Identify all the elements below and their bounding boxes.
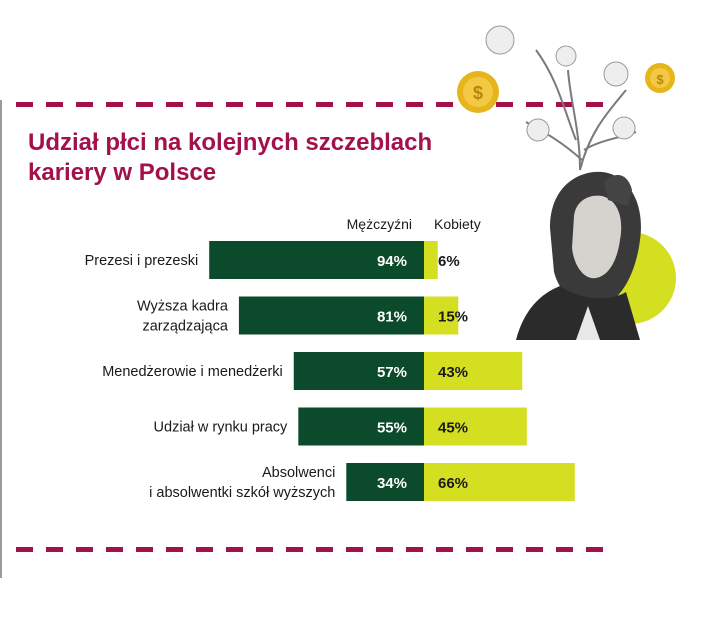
bar-men (298, 407, 424, 446)
bar-women (424, 296, 459, 335)
bar-women (424, 352, 523, 390)
category-label: Prezesi i prezeski (85, 253, 199, 269)
data-label-women: 6% (438, 253, 460, 270)
bar-men (238, 296, 424, 335)
data-label-women: 66% (438, 475, 468, 492)
data-label-men: 34% (377, 475, 407, 492)
chart-title: Udział płci na kolejnych szczeblach kari… (28, 129, 433, 186)
left-border-line (0, 100, 2, 578)
bar-men (209, 241, 424, 279)
category-label: Udział w rynku pracy (154, 420, 289, 436)
category-label: i absolwentki szkół wyższych (149, 485, 335, 501)
category-label: Absolwenci (262, 465, 335, 481)
bar-women (424, 407, 527, 446)
data-label-men: 55% (377, 420, 407, 437)
top-dashed-divider (16, 102, 612, 107)
svg-text:$: $ (656, 72, 664, 87)
legend-women-header: Kobiety (434, 216, 481, 232)
data-label-women: 45% (438, 420, 468, 437)
data-label-women: 43% (438, 364, 468, 381)
bar-men (293, 352, 424, 390)
data-label-men: 81% (377, 309, 407, 326)
legend-men-header: Mężczyźni (346, 216, 412, 232)
bar-women (424, 241, 438, 279)
bar-men (346, 463, 424, 501)
svg-text:$: $ (473, 83, 483, 103)
bottom-dashed-divider (16, 547, 612, 552)
category-label: Menedżerowie i menedżerki (102, 364, 283, 380)
data-label-men: 94% (377, 253, 407, 270)
data-label-women: 15% (438, 309, 468, 326)
bar-women (424, 463, 575, 501)
woman-lightbulb-illustration: $ $ (457, 25, 676, 340)
data-label-men: 57% (377, 364, 407, 381)
category-label: zarządzająca (142, 319, 228, 335)
category-label: Wyższa kadra (137, 299, 229, 315)
